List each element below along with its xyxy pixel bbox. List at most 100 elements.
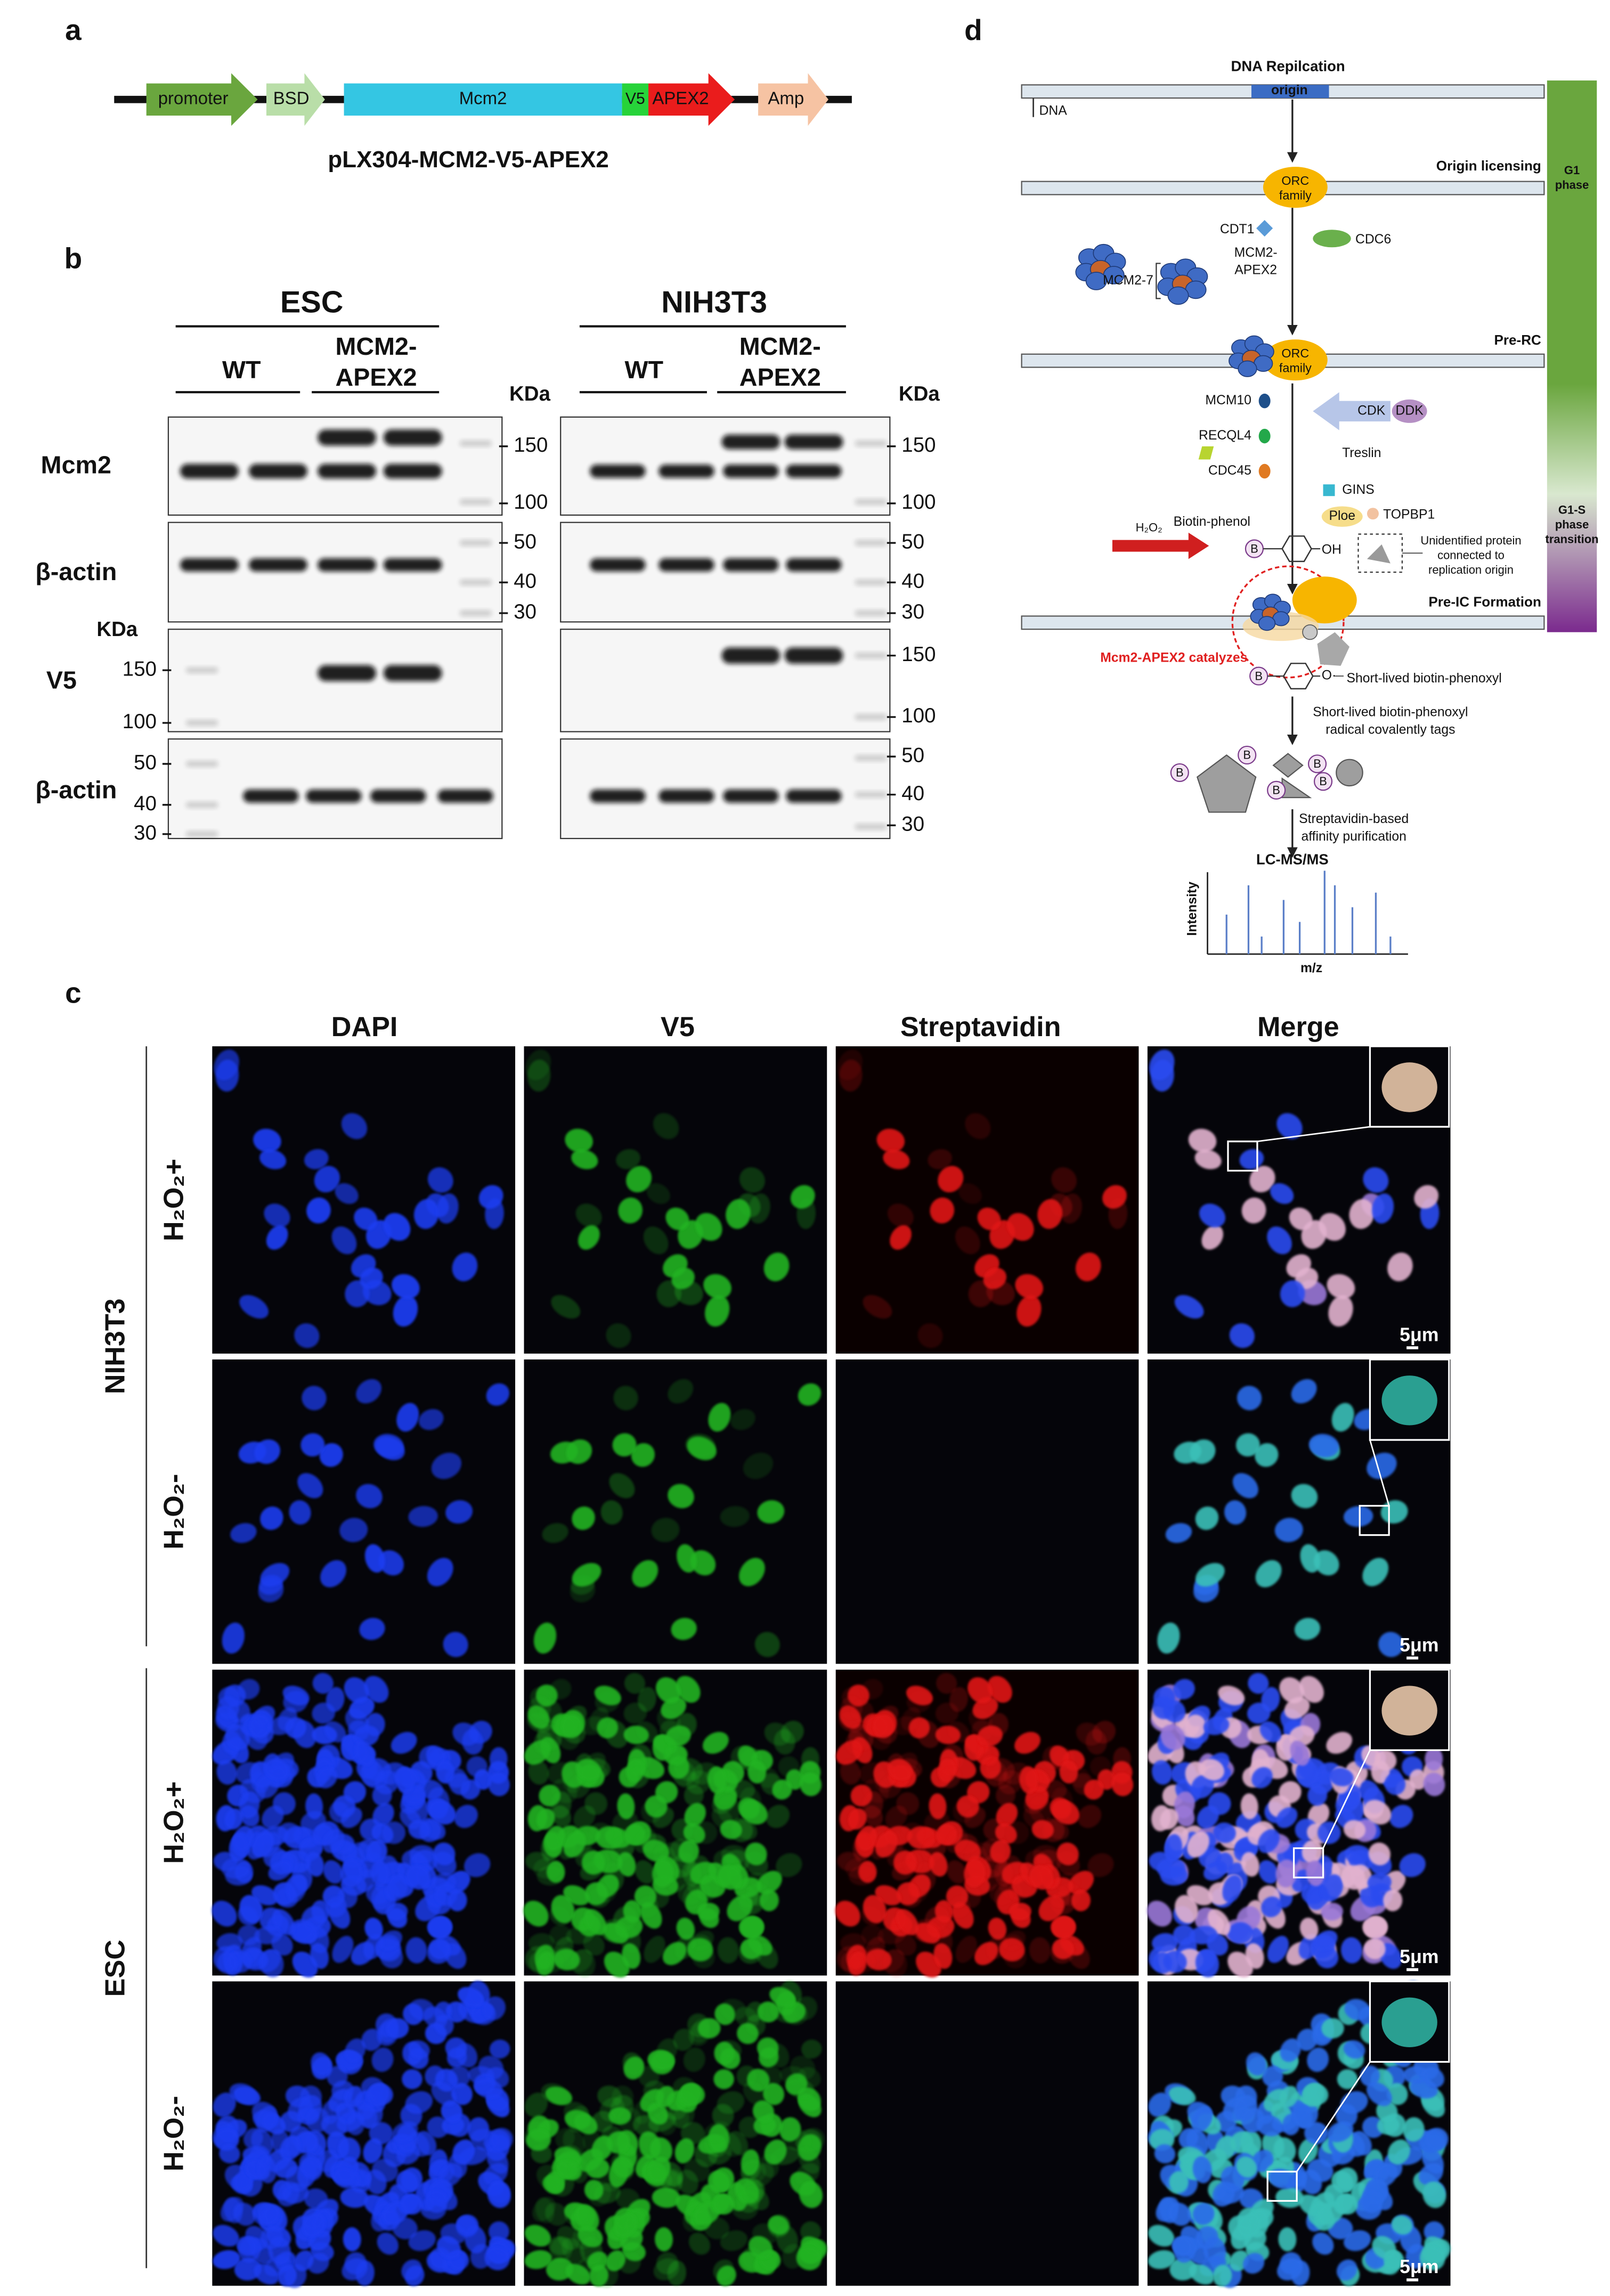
nucleus bbox=[1279, 2086, 1298, 2108]
biotin-icon bbox=[1170, 763, 1189, 782]
nucleus bbox=[563, 1831, 586, 1858]
protein-circle bbox=[1302, 624, 1318, 640]
band bbox=[459, 610, 492, 616]
nucleus bbox=[378, 1550, 404, 1576]
nucleus bbox=[987, 1934, 1007, 1959]
nucleus bbox=[1197, 1805, 1219, 1829]
nucleus bbox=[877, 1926, 906, 1944]
group-label: MCM2- bbox=[739, 332, 821, 360]
nucleus bbox=[1168, 2086, 1196, 2105]
micrograph bbox=[524, 1981, 827, 2288]
segment-label: Mcm2 bbox=[459, 88, 507, 108]
nucleus bbox=[1187, 1831, 1209, 1858]
nucleus bbox=[262, 1805, 284, 1829]
nucleus bbox=[994, 1860, 1013, 1886]
nucleus bbox=[675, 1934, 696, 1959]
band bbox=[180, 463, 239, 479]
nucleus bbox=[261, 2226, 283, 2250]
nucleus bbox=[978, 1740, 998, 1766]
band bbox=[383, 463, 442, 479]
micrograph bbox=[524, 1046, 827, 1354]
nucleus bbox=[1410, 2078, 1438, 2099]
nucleus bbox=[1268, 2168, 1296, 2189]
nucleus bbox=[402, 2069, 422, 2089]
nucleus bbox=[653, 2258, 680, 2281]
nucleus bbox=[650, 2137, 673, 2163]
nucleus bbox=[589, 2265, 609, 2287]
nucleus bbox=[863, 1895, 887, 1924]
pentagon bbox=[1317, 632, 1349, 666]
micrograph bbox=[835, 1046, 1139, 1354]
nucleus bbox=[1149, 1049, 1175, 1080]
nucleus bbox=[609, 1473, 635, 1499]
band bbox=[318, 463, 377, 479]
biotin-label: B bbox=[1255, 669, 1263, 682]
nucleus bbox=[1229, 1323, 1255, 1348]
band bbox=[855, 540, 887, 546]
nucleus bbox=[589, 1822, 613, 1843]
nucleus bbox=[487, 2181, 511, 2208]
nucleus bbox=[490, 2128, 514, 2151]
nucleus bbox=[852, 1834, 871, 1862]
nucleus bbox=[936, 1673, 957, 1694]
band bbox=[590, 558, 646, 572]
nucleus bbox=[763, 1252, 790, 1282]
nucleus bbox=[1298, 1934, 1320, 1959]
topbp1-icon bbox=[1367, 508, 1379, 520]
nucleus bbox=[1201, 1225, 1224, 1250]
nucleus bbox=[1367, 2082, 1392, 2106]
nucleus bbox=[413, 1199, 439, 1229]
nucleus bbox=[682, 1860, 701, 1886]
nucleus bbox=[737, 1745, 758, 1767]
nucleus bbox=[1169, 2258, 1197, 2281]
nucleus bbox=[478, 1185, 503, 1209]
nucleus bbox=[1276, 1807, 1298, 1828]
nucleus bbox=[569, 2203, 591, 2225]
step-label: affinity purification bbox=[1302, 829, 1406, 844]
cell-line: ESC bbox=[280, 286, 344, 320]
catalysis-label: Mcm2-APEX2 catalyzes bbox=[1100, 651, 1247, 665]
nucleus bbox=[987, 1676, 1012, 1703]
nucleus bbox=[1174, 1895, 1198, 1924]
nucleus bbox=[425, 2065, 445, 2087]
nucleus bbox=[703, 1274, 731, 1299]
inset-connector bbox=[1257, 1126, 1370, 1143]
nucleus bbox=[428, 1916, 452, 1939]
nucleus bbox=[1312, 2232, 1334, 2255]
cell-line-label: ESC bbox=[100, 1940, 131, 1997]
nucleus bbox=[1307, 2047, 1329, 2072]
nucleus bbox=[736, 2065, 757, 2087]
nucleus bbox=[796, 2246, 822, 2270]
nucleus bbox=[323, 1860, 344, 1884]
nucleus bbox=[1327, 2121, 1354, 2143]
chem-label: OH bbox=[1322, 542, 1341, 557]
nucleus bbox=[779, 2117, 801, 2142]
nucleus bbox=[1009, 1874, 1031, 1902]
nucleus bbox=[708, 2170, 730, 2194]
nucleus bbox=[385, 1874, 408, 1902]
condition-label: H₂O₂+ bbox=[158, 1781, 189, 1864]
nucleus bbox=[1337, 2069, 1358, 2089]
nucleus bbox=[1262, 2065, 1283, 2087]
nucleus bbox=[1172, 2236, 1192, 2257]
nucleus bbox=[1270, 1183, 1294, 1204]
nucleus bbox=[1294, 1617, 1321, 1640]
nucleus bbox=[224, 1808, 243, 1830]
nucleus bbox=[545, 2086, 573, 2105]
nucleus bbox=[488, 1772, 510, 1796]
nucleus bbox=[933, 1943, 953, 1969]
nucleus bbox=[282, 1686, 310, 1706]
nucleus bbox=[533, 1858, 562, 1879]
nucleus bbox=[260, 1949, 284, 1977]
nucleus bbox=[1399, 1853, 1426, 1877]
mcm-subunit bbox=[1238, 360, 1257, 377]
band bbox=[721, 434, 780, 450]
nucleus bbox=[1341, 1865, 1365, 1890]
nucleus bbox=[949, 1687, 969, 1712]
nucleus bbox=[1326, 1732, 1353, 1754]
micrograph bbox=[1147, 1046, 1451, 1354]
nucleus bbox=[237, 2236, 257, 2257]
nucleus bbox=[576, 1758, 601, 1781]
marker-label: 150 bbox=[901, 434, 936, 457]
nucleus bbox=[565, 1128, 593, 1153]
